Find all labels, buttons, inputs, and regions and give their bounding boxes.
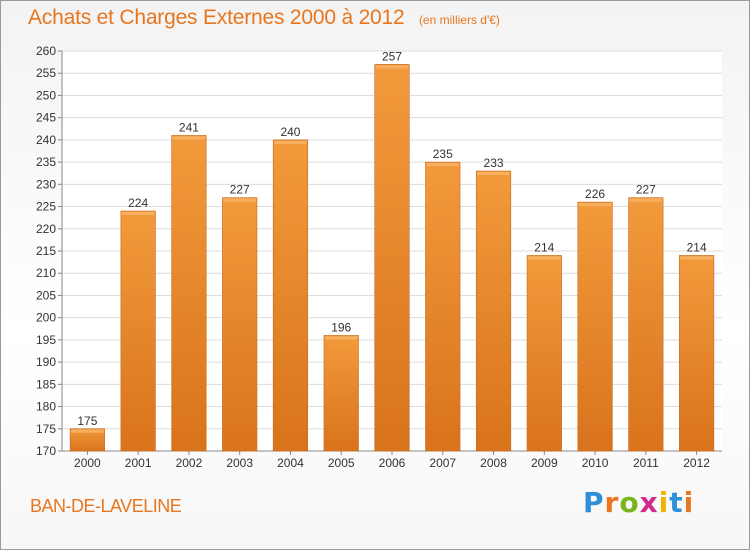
data-label: 233 [484, 156, 504, 170]
x-tick-label: 2004 [277, 456, 304, 470]
x-tick-label: 2003 [226, 456, 253, 470]
y-tick-label: 250 [36, 88, 56, 102]
x-tick-label: 2007 [429, 456, 456, 470]
bar-highlight [477, 172, 510, 175]
y-tick-label: 240 [36, 133, 56, 147]
logo-letter: r [604, 486, 620, 519]
y-tick-label: 170 [36, 444, 56, 458]
y-tick-label: 185 [36, 377, 56, 391]
bar [628, 197, 664, 452]
data-label: 224 [128, 196, 148, 210]
x-tick-label: 2001 [125, 456, 152, 470]
bar-highlight [528, 256, 561, 260]
bar-highlight [172, 136, 206, 140]
x-tick-label: 2009 [531, 456, 558, 470]
x-tick-label: 2000 [74, 456, 101, 470]
bar-highlight [223, 198, 256, 202]
bar-highlight [274, 140, 307, 144]
data-label: 175 [77, 414, 97, 428]
y-tick-label: 190 [36, 355, 56, 369]
bar-highlight [324, 336, 358, 340]
logo-letter: i [683, 486, 695, 519]
title-row: Achats et Charges Externes 2000 à 2012 (… [28, 6, 500, 30]
chart-subtitle: (en milliers d'€) [418, 13, 500, 27]
bars [69, 64, 715, 452]
labels: 175 2000 224 2001 241 2002 227 2003 240 2004 196 20… [74, 49, 710, 470]
y-tick-label: 215 [36, 244, 56, 258]
x-tick-label: 2006 [379, 456, 406, 470]
x-tick-label: 2011 [633, 456, 659, 470]
x-tick-label: 2010 [582, 456, 609, 470]
data-label: 241 [179, 120, 199, 134]
bar [120, 210, 156, 452]
bar-highlight [578, 203, 612, 207]
data-label: 226 [585, 187, 605, 201]
x-tick-label: 2012 [683, 456, 710, 470]
y-tick-label: 210 [36, 266, 56, 280]
data-label: 227 [636, 183, 656, 197]
logo-letter: o [619, 486, 640, 519]
town-name: BAN-DE-LAVELINE [30, 496, 182, 516]
data-label: 196 [331, 320, 351, 334]
y-tick-label: 175 [36, 422, 56, 436]
x-tick-label: 2005 [328, 456, 355, 470]
y-tick-label: 200 [36, 311, 56, 325]
x-tick-label: 2002 [176, 456, 203, 470]
proxiti-logo: Proxiti [583, 486, 694, 519]
bar [374, 64, 410, 452]
bar-highlight [629, 198, 663, 202]
y-tick-label: 205 [36, 288, 56, 302]
y-tick-label: 255 [36, 66, 56, 80]
bar [577, 201, 613, 452]
bar [679, 255, 715, 452]
bar-highlight [121, 212, 155, 215]
y-tick-label: 180 [36, 400, 56, 414]
bar [272, 139, 309, 452]
bar [323, 335, 359, 452]
data-label: 214 [534, 240, 554, 254]
y-tick-label: 230 [36, 177, 56, 191]
data-label: 240 [280, 125, 300, 139]
logo-letter: i [658, 486, 670, 519]
data-label: 235 [433, 147, 453, 161]
bar-highlight [375, 65, 409, 69]
x-tick-label: 2008 [480, 456, 507, 470]
logo-letter: x [639, 486, 659, 519]
data-label: 214 [687, 240, 707, 254]
y-tick-label: 220 [36, 222, 56, 236]
bar-highlight [426, 163, 460, 167]
bar [171, 135, 207, 452]
bar [425, 161, 461, 452]
y-tick-label: 195 [36, 333, 56, 347]
bar [222, 197, 258, 452]
y-tick-label: 260 [36, 44, 56, 58]
logo-letter: P [583, 486, 605, 519]
bar [475, 170, 512, 452]
y-tick-label: 225 [36, 200, 56, 214]
bar [526, 255, 562, 452]
data-label: 257 [382, 49, 402, 63]
logo-letter: t [669, 486, 684, 519]
y-tick-label: 235 [36, 155, 56, 169]
data-label: 227 [230, 183, 250, 197]
y-tick-label: 245 [36, 111, 56, 125]
bar-highlight [680, 256, 713, 260]
bar-highlight [71, 429, 104, 433]
chart-title: Achats et Charges Externes 2000 à 2012 [28, 6, 405, 29]
bar [69, 428, 105, 452]
